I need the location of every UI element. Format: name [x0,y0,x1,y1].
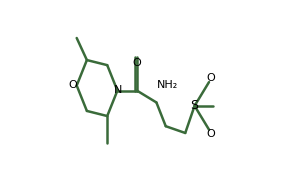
Text: O: O [68,81,77,90]
Text: NH₂: NH₂ [157,81,178,90]
Text: N: N [114,85,122,95]
Text: S: S [191,99,199,112]
Text: O: O [206,73,215,83]
Text: O: O [133,58,141,68]
Text: O: O [206,129,215,139]
